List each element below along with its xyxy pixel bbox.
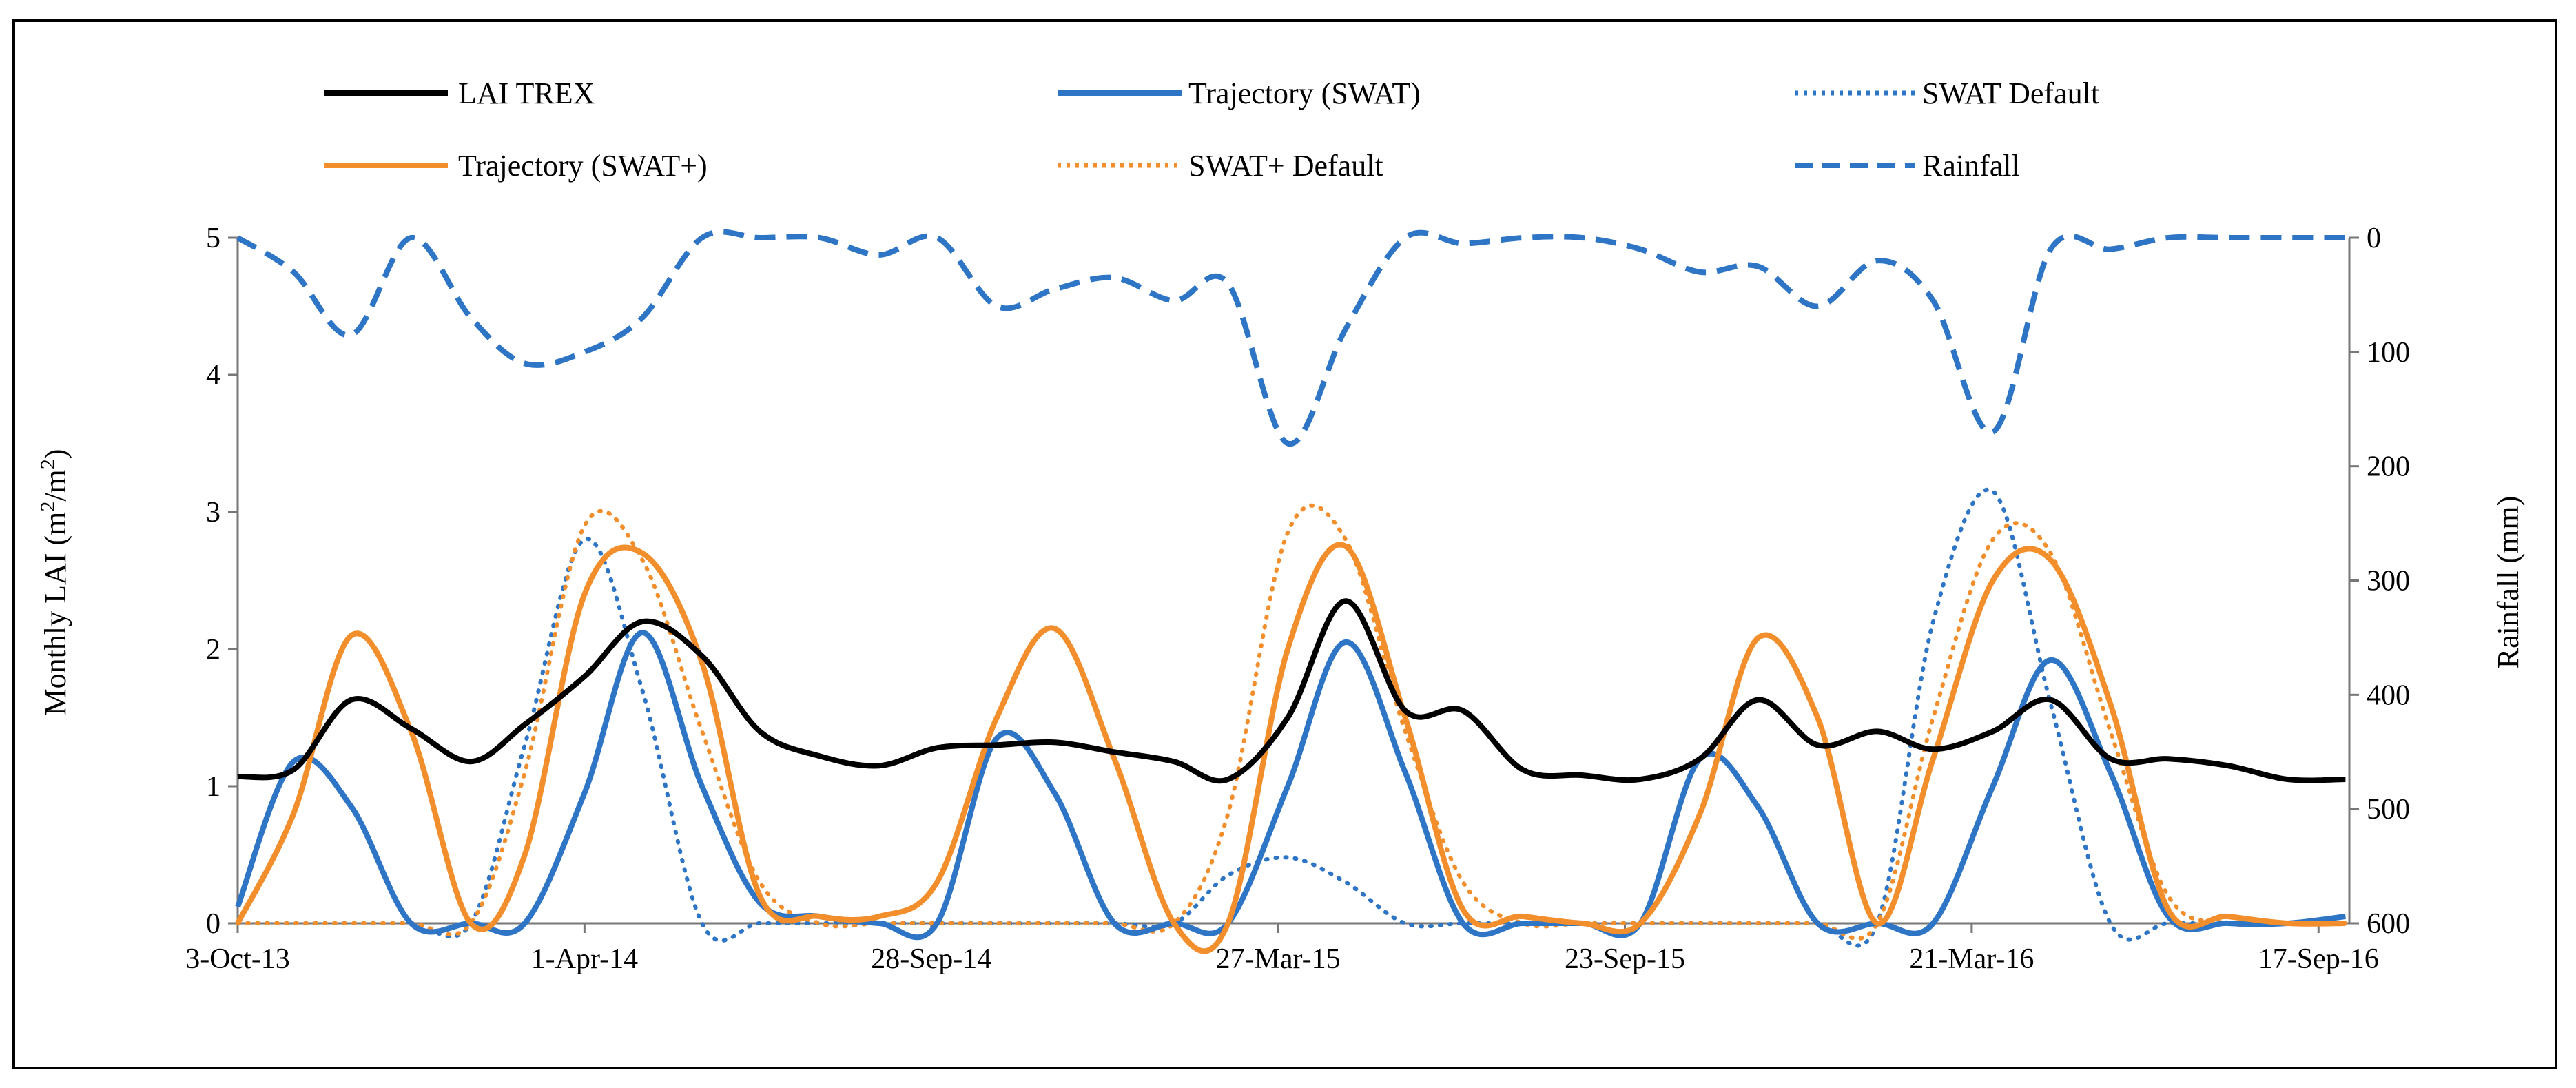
legend-item-trajectory-swat: Trajectory (SWAT) — [1058, 76, 1421, 110]
series-line-swat-plus-default — [236, 503, 2348, 941]
y-right-tick-label: 100 — [2367, 337, 2410, 369]
legend-item-lai-trex: LAI TREX — [324, 76, 595, 110]
y-left-tick-label: 3 — [206, 497, 220, 528]
legend-label-lai-trex: LAI TREX — [458, 76, 595, 110]
legend-item-trajectory-swat-plus: Trajectory (SWAT+) — [324, 149, 708, 183]
y-left-axis-title: Monthly LAI (m2/m2) — [37, 449, 73, 716]
legend-label-rainfall: Rainfall — [1922, 149, 2020, 183]
legend-label-swat-default: SWAT Default — [1922, 76, 2099, 110]
series-line-trajectory-swat — [235, 630, 2346, 941]
series-layer — [235, 229, 2348, 954]
x-tick-label: 27-Mar-15 — [1216, 943, 1341, 975]
legend: LAI TREX Trajectory (SWAT) SWAT Default … — [324, 76, 2099, 183]
legend-item-swat-plus-default: SWAT+ Default — [1058, 149, 1383, 183]
y-left-tick-label: 5 — [206, 223, 220, 254]
x-tick-label: 1-Apr-14 — [531, 943, 638, 975]
y-right-tick-label: 200 — [2367, 451, 2410, 483]
y-left-tick-label: 0 — [206, 908, 220, 940]
y-right-tick-label: 400 — [2367, 679, 2410, 711]
y-right-tick-label: 300 — [2367, 566, 2410, 597]
chart-frame — [12, 19, 2557, 1069]
y-right-tick-label: 600 — [2367, 908, 2410, 940]
y-right-tick-label: 0 — [2367, 223, 2381, 254]
series-line-lai-trex — [237, 598, 2346, 784]
y-right-axis-title: Rainfall (mm) — [2491, 496, 2525, 669]
legend-label-trajectory-swat: Trajectory (SWAT) — [1188, 76, 1421, 110]
legend-label-trajectory-swat-plus: Trajectory (SWAT+) — [458, 149, 708, 183]
y-right-tick-label: 500 — [2367, 794, 2410, 825]
y-left-tick-label: 1 — [206, 771, 220, 803]
y-left-tick-label: 2 — [206, 634, 220, 666]
legend-item-rainfall: Rainfall — [1795, 149, 2020, 183]
x-tick-label: 23-Sep-15 — [1565, 943, 1685, 975]
x-tick-label: 21-Mar-16 — [1909, 943, 2034, 975]
x-tick-label: 17-Sep-16 — [2258, 943, 2379, 975]
legend-label-swat-plus-default: SWAT+ Default — [1188, 149, 1383, 183]
x-tick-label: 3-Oct-13 — [185, 943, 290, 975]
axes: 0 1 2 3 4 5 0 100 200 300 400 500 600 3-Oct-13 1-Apr-1… — [185, 223, 2410, 975]
x-tick-label: 28-Sep-14 — [871, 943, 991, 975]
series-line-rainfall — [236, 229, 2346, 447]
legend-item-swat-default: SWAT Default — [1795, 76, 2099, 110]
y-left-tick-label: 4 — [206, 360, 220, 391]
